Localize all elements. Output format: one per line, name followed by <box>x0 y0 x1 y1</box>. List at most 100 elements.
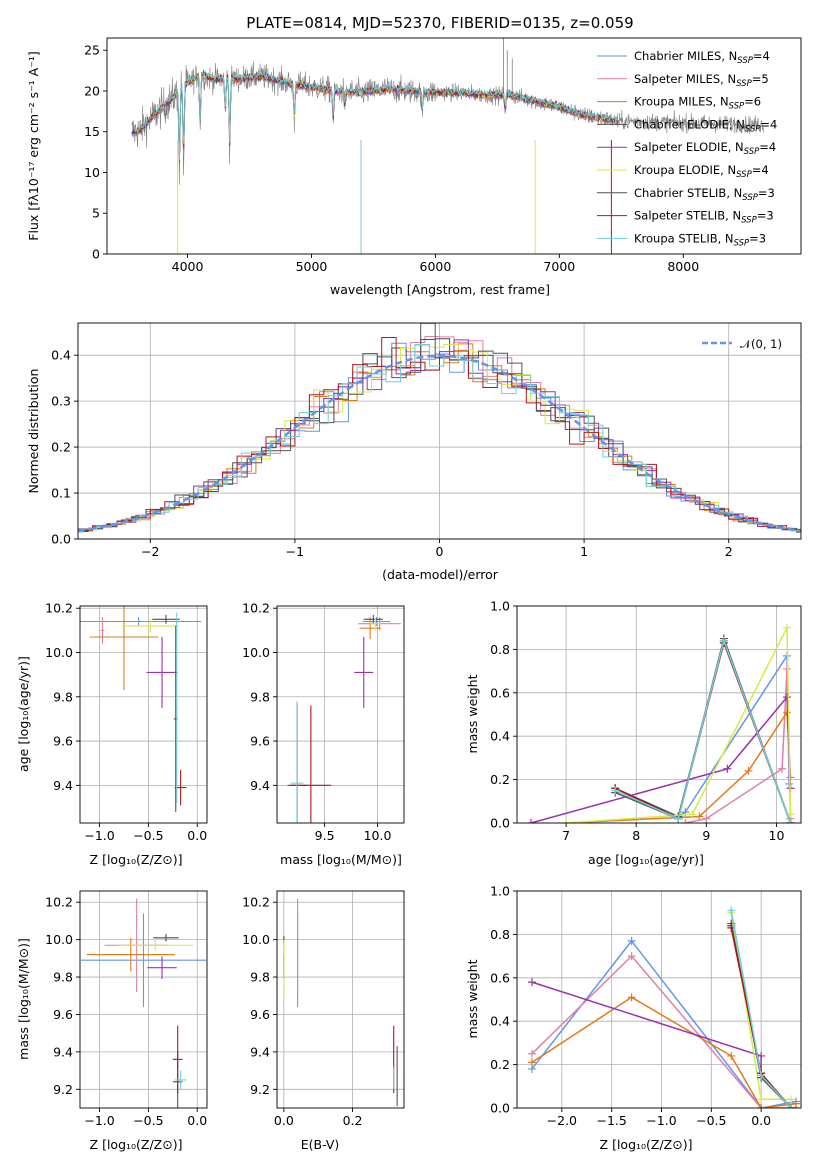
legend-name: Kroupa STELIB, N <box>634 231 734 245</box>
y-tick-label: 9.8 <box>53 689 73 704</box>
x-tick-label: 0.0 <box>187 828 207 843</box>
plot-content <box>527 623 795 823</box>
legend-nssp: =4 <box>753 49 770 63</box>
mass-vs-ebv-panel: 0.0 0.2 9.2 9.4 9.6 9.8 10.0 10.2 E(B-V) <box>242 890 405 1152</box>
y-tick-label: 9.6 <box>53 734 73 749</box>
y-tick-label: 0.3 <box>51 394 71 409</box>
massweight-marker <box>723 764 732 773</box>
y-tick-label: 0.2 <box>490 772 510 787</box>
residual-plot-area: −2 −1 0 1 2 0.0 0.1 0.2 0.3 0.4 <box>51 322 802 559</box>
x-tick-label: 8 <box>632 828 640 843</box>
errorbar-point <box>153 934 179 942</box>
mass-vs-z-plot-area: −1.0 −0.5 0.0 9.2 9.4 9.6 9.8 10.0 10.2 <box>45 890 208 1128</box>
plot-content <box>80 898 207 1108</box>
legend-subscript: SSP <box>741 216 757 226</box>
x-tick-label: −1.0 <box>84 828 114 843</box>
errorbar-point <box>175 612 178 804</box>
massweight-marker <box>527 1058 536 1067</box>
legend-nssp: =4 <box>760 117 777 131</box>
axes-frame <box>276 605 405 824</box>
massweight-marker <box>702 814 711 823</box>
legend-subscript: SSP <box>736 170 752 180</box>
legend-label: Chabrier STELIB, NSSP=3 <box>634 186 775 203</box>
massweight-marker <box>787 1104 796 1108</box>
y-tick-label: 0.0 <box>51 532 71 547</box>
x-tick-label: 2 <box>725 544 733 559</box>
massweight-marker <box>627 993 636 1002</box>
x-tick-label: −0.5 <box>696 1113 726 1128</box>
legend-label: Chabrier MILES, NSSP=4 <box>634 49 770 66</box>
y-tick-label: 9.4 <box>53 778 73 793</box>
age-vs-z-xlabel: Z [log₁₀(Z/Z⊙)] <box>90 852 183 867</box>
y-tick-label: 20 <box>84 83 100 98</box>
y-tick-label: 9.6 <box>250 734 270 749</box>
x-tick-label: 8000 <box>667 259 699 274</box>
x-tick-label: 4000 <box>172 259 204 274</box>
x-tick-label: −0.5 <box>133 828 163 843</box>
x-tick-label: −1.0 <box>646 1113 676 1128</box>
errorbar-point <box>147 956 177 979</box>
x-tick-label: −1 <box>286 544 304 559</box>
spectrum-panel: 4000 5000 6000 7000 8000 0 5 10 15 20 25 wavelengt… <box>26 37 802 297</box>
y-tick-label: 9.4 <box>53 1044 73 1059</box>
legend-name: Chabrier MILES, N <box>634 49 737 63</box>
gridlines <box>277 606 404 823</box>
x-tick-label: 10 <box>769 828 785 843</box>
massweight-marker <box>719 636 728 645</box>
legend-nssp: =5 <box>752 72 769 86</box>
massweight-marker <box>757 1095 766 1104</box>
axes: −2.0 −1.5 −1.0 −0.5 0.0 0.0 0.2 0.4 0.6 0.8 1.0 <box>490 884 802 1128</box>
x-tick-label: 9 <box>702 828 710 843</box>
x-tick-label: 9.5 <box>315 828 335 843</box>
massweight-vs-z-ylabel: mass weight <box>465 959 480 1038</box>
x-tick-label: 0.0 <box>187 1113 207 1128</box>
x-tick-label: 0.0 <box>751 1113 771 1128</box>
massweight-vs-z-panel: −2.0 −1.5 −1.0 −0.5 0.0 0.0 0.2 0.4 0.6 0.8 1.0 Z … <box>465 884 802 1152</box>
age-vs-z-ylabel: age [log₁₀(age/yr)] <box>16 656 31 772</box>
y-tick-label: 10.0 <box>242 932 270 947</box>
legend-label: Salpeter ELODIE, NSSP=4 <box>634 140 776 157</box>
plot-content <box>287 614 401 823</box>
massweight-vs-z-xlabel: Z [log₁₀(Z/Z⊙)] <box>600 1137 693 1152</box>
legend-name: Salpeter ELODIE, N <box>634 140 744 154</box>
massweight-vs-age-ylabel: mass weight <box>465 674 480 753</box>
residual-histogram-step <box>78 323 801 533</box>
mass-vs-z-ylabel: mass [log₁₀(M/M⊙)] <box>16 938 31 1060</box>
massweight-line <box>614 638 792 823</box>
age-vs-z-plot-area: −1.0 −0.5 0.0 9.4 9.6 9.8 10.0 10.2 <box>45 601 208 843</box>
plot-content <box>131 38 765 254</box>
y-tick-label: 0.4 <box>51 348 71 363</box>
x-tick-label: 7000 <box>543 259 575 274</box>
massweight-line <box>531 955 796 1108</box>
y-tick-label: 0.8 <box>490 642 510 657</box>
massweight-vs-age-xlabel: age [log₁₀(age/yr)] <box>588 852 704 867</box>
y-tick-label: 9.8 <box>250 970 270 985</box>
massweight-marker <box>688 810 697 819</box>
massweight-marker <box>786 819 795 823</box>
gridlines <box>80 606 207 823</box>
y-tick-label: 0.2 <box>490 1057 510 1072</box>
gridlines <box>80 891 207 1108</box>
errorbar-point <box>152 614 180 624</box>
y-tick-label: 9.2 <box>250 1082 270 1097</box>
y-tick-label: 0.6 <box>490 970 510 985</box>
errorbar-point <box>122 619 179 633</box>
massweight-marker <box>527 819 536 823</box>
mass-vs-ebv-plot-area: 0.0 0.2 9.2 9.4 9.6 9.8 10.0 10.2 <box>242 890 405 1128</box>
massweight-marker <box>695 812 704 821</box>
y-tick-label: 0.8 <box>490 927 510 942</box>
gridlines <box>277 891 404 1108</box>
spectrum-ylabel: Flux [fλ10⁻¹⁷ erg cm⁻² s⁻¹ A⁻¹] <box>26 51 41 240</box>
y-tick-label: 0 <box>92 247 100 262</box>
legend-label: Kroupa MILES, NSSP=6 <box>634 95 761 112</box>
massweight-marker <box>727 906 736 915</box>
y-tick-label: 0.2 <box>51 440 71 455</box>
errorbar-point <box>359 617 381 640</box>
massweight-marker <box>527 978 536 987</box>
axes: −1.0 −0.5 0.0 9.2 9.4 9.6 9.8 10.0 10.2 <box>45 890 208 1128</box>
axes-frame <box>79 605 208 824</box>
massweight-marker <box>527 1049 536 1058</box>
x-tick-label: −2.0 <box>547 1113 577 1128</box>
legend-subscript: SSP <box>736 79 752 89</box>
mass-vs-z-xlabel: Z [log₁₀(Z/Z⊙)] <box>90 1137 183 1152</box>
